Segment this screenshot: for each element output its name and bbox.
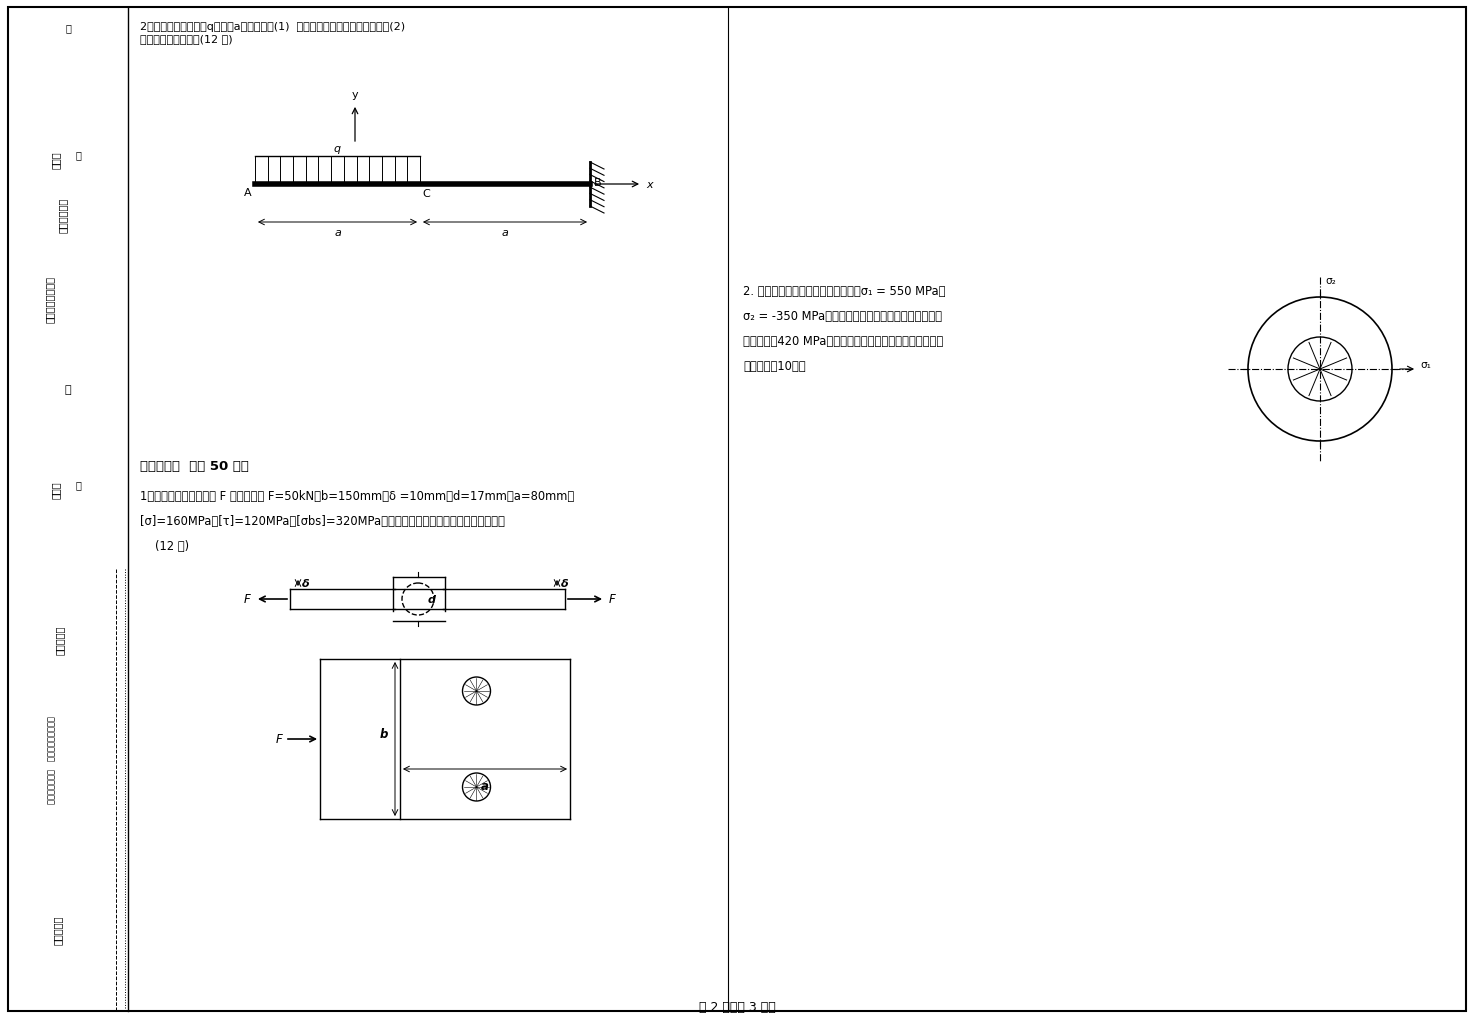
Text: 答题纸不能封闭   可以写到卷纸的背面: 答题纸不能封闭 可以写到卷纸的背面: [47, 715, 56, 803]
Text: a: a: [501, 228, 509, 237]
Text: d: d: [427, 594, 436, 604]
Text: 封: 封: [75, 150, 81, 160]
Text: 专业班级：: 专业班级：: [55, 625, 65, 654]
Text: x: x: [646, 179, 653, 190]
Text: δ: δ: [562, 579, 569, 588]
Text: 密: 密: [75, 480, 81, 489]
Text: 姓名：: 姓名：: [52, 151, 60, 169]
Text: F: F: [276, 733, 282, 746]
Text: 2、设图示棁上的载荷q和尺寸a皆为已知，(1)  列出棁的剪力方程和弯矩方程；(2)
作剪力图和弯矩图。(12 分): 2、设图示棁上的载荷q和尺寸a皆为已知，(1) 列出棁的剪力方程和弯矩方程；(2…: [140, 22, 405, 44]
Text: σ₁: σ₁: [1419, 360, 1431, 370]
Text: 第 2 页（共 3 页）: 第 2 页（共 3 页）: [699, 1000, 775, 1013]
Circle shape: [463, 773, 491, 801]
Text: F: F: [243, 593, 251, 606]
Text: 试卷拆开无效: 试卷拆开无效: [57, 198, 68, 232]
Circle shape: [463, 678, 491, 705]
Text: 四、计算题  （共 50 分）: 四、计算题 （共 50 分）: [140, 460, 249, 473]
Text: q: q: [335, 144, 340, 154]
Text: (12 分): (12 分): [155, 539, 189, 552]
Text: 学号：: 学号：: [52, 481, 60, 498]
Text: y: y: [352, 90, 358, 100]
Text: a: a: [335, 228, 340, 237]
Text: a: a: [481, 780, 489, 792]
Text: 当应力。（10分）: 当应力。（10分）: [743, 360, 806, 373]
Text: B: B: [594, 178, 601, 187]
Text: b: b: [380, 728, 388, 741]
Text: σ₂: σ₂: [1325, 276, 1335, 285]
Text: A: A: [245, 187, 252, 198]
Text: δ: δ: [302, 579, 310, 588]
Text: F: F: [609, 593, 616, 606]
Text: 级: 级: [65, 23, 71, 33]
Text: 系（部）：: 系（部）：: [53, 914, 63, 944]
Text: 计算保持试卷完整: 计算保持试卷完整: [46, 276, 55, 323]
Text: 且其大小为420 MPa，试按第三和第四强度理论，计算其相: 且其大小为420 MPa，试按第三和第四强度理论，计算其相: [743, 334, 943, 347]
Text: 2. 危险截面如图所示，在危险点处，σ₁ = 550 MPa，: 2. 危险截面如图所示，在危险点处，σ₁ = 550 MPa，: [743, 284, 945, 298]
Text: C: C: [422, 189, 430, 199]
Text: σ₂ = -350 MPa，第三个主应力垂直于图面最拉应力，: σ₂ = -350 MPa，第三个主应力垂直于图面最拉应力，: [743, 310, 942, 323]
Text: 密: 密: [65, 384, 71, 394]
Text: 1、图示接头，受轴向力 F 作用，已知 F=50kN，b=150mm，δ =10mm，d=17mm，a=80mm，: 1、图示接头，受轴向力 F 作用，已知 F=50kN，b=150mm，δ =10…: [140, 489, 575, 502]
Text: [σ]=160MPa，[τ]=120MPa，[σbs]=320MPa，铆钉和板的材料相同，试校核其强度。: [σ]=160MPa，[τ]=120MPa，[σbs]=320MPa，铆钉和板的…: [140, 515, 506, 528]
